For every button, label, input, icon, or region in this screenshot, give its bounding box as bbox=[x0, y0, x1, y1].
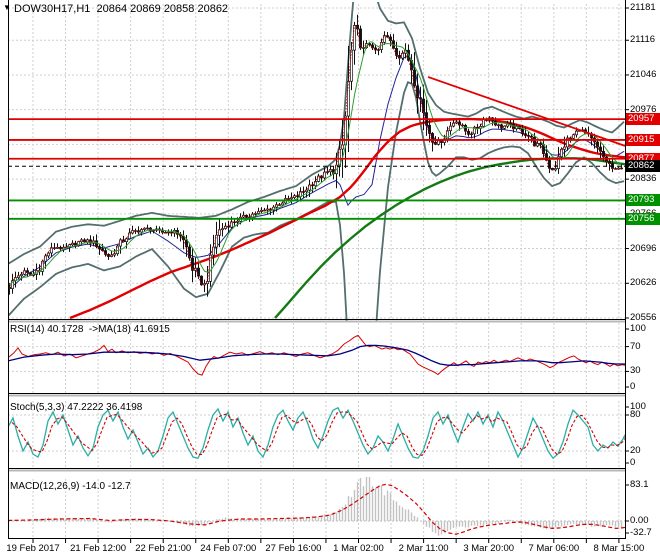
macd-tick-label: 0.00 bbox=[630, 515, 649, 526]
rsi-tick-label: 0 bbox=[630, 381, 636, 392]
price-tick-label: 21181 bbox=[630, 2, 656, 13]
time-tick-label: 27 Feb 16:00 bbox=[265, 543, 322, 554]
price-level-badge-20957: 20957 bbox=[626, 113, 660, 126]
time-tick-label: 2 Mar 11:00 bbox=[398, 543, 449, 554]
macd-tick-label: -32.7 bbox=[630, 527, 652, 538]
rsi-tick-label: 30 bbox=[630, 365, 641, 377]
rsi-tick-label: 100 bbox=[630, 323, 646, 334]
stoch-tick-label: 20 bbox=[630, 445, 641, 456]
time-tick-label: 8 Mar 15:00 bbox=[593, 543, 645, 554]
ma-slow-red-line bbox=[69, 117, 625, 320]
bollinger-upper-band bbox=[8, 2, 625, 265]
ma-fast-green-line bbox=[9, 41, 622, 285]
rsi-indicator-label: RSI(14) 40.1728 ->MA(18) 41.6915 bbox=[10, 324, 170, 335]
price-level-badge-20756: 20756 bbox=[626, 212, 660, 225]
ma-slow-green-line bbox=[274, 157, 625, 319]
stoch-tick-label: 80 bbox=[630, 409, 641, 420]
price-tick-label: 21046 bbox=[630, 68, 657, 80]
time-tick-label: 7 Mar 06:00 bbox=[528, 543, 580, 554]
time-tick-label: 3 Mar 20:00 bbox=[463, 543, 515, 554]
symbol-ohlc-title: DOW30H17,H1 20864 20869 20858 20862 bbox=[14, 3, 229, 15]
stoch-k-line bbox=[8, 406, 625, 460]
stoch-d-line bbox=[11, 411, 625, 457]
price-tick-label: 20556 bbox=[630, 312, 657, 323]
price-tick-label: 20976 bbox=[630, 103, 657, 115]
price-level-badge-20793: 20793 bbox=[626, 194, 660, 207]
bollinger-lower-band bbox=[8, 81, 625, 321]
time-tick-label: 1 Mar 02:00 bbox=[333, 543, 384, 554]
price-level-badge-20915: 20915 bbox=[626, 133, 660, 146]
stoch-tick-label: 100 bbox=[630, 401, 646, 412]
time-tick-label: 21 Feb 12:00 bbox=[70, 543, 127, 554]
time-tick-label: 24 Feb 07:00 bbox=[200, 543, 257, 554]
macd-indicator-label: MACD(12,26,9) -14.0 -12.7 bbox=[10, 481, 131, 492]
current-price-badge: 20862 bbox=[626, 160, 660, 173]
price-tick-label: 20626 bbox=[630, 277, 657, 289]
macd-tick-label: 83.1 bbox=[630, 479, 649, 490]
rsi-ma-line bbox=[8, 344, 625, 366]
price-tick-label: 21116 bbox=[630, 34, 656, 46]
time-tick-label: 22 Feb 21:00 bbox=[135, 543, 192, 554]
stoch-tick-label: 0 bbox=[630, 457, 636, 468]
stoch-indicator-label: Stoch(5,3,3) 47.2222 36.4198 bbox=[10, 402, 143, 413]
rsi-tick-label: 70 bbox=[630, 340, 641, 352]
descending-trendline[interactable] bbox=[427, 76, 625, 147]
macd-signal-line bbox=[8, 483, 625, 535]
time-tick-label: 19 Feb 2017 bbox=[6, 543, 60, 554]
symbol-dropdown-icon[interactable]: ▼ bbox=[3, 3, 11, 12]
price-tick-label: 20696 bbox=[630, 242, 657, 254]
price-tick-label: 20836 bbox=[630, 173, 657, 185]
panel-frames bbox=[8, 0, 629, 543]
